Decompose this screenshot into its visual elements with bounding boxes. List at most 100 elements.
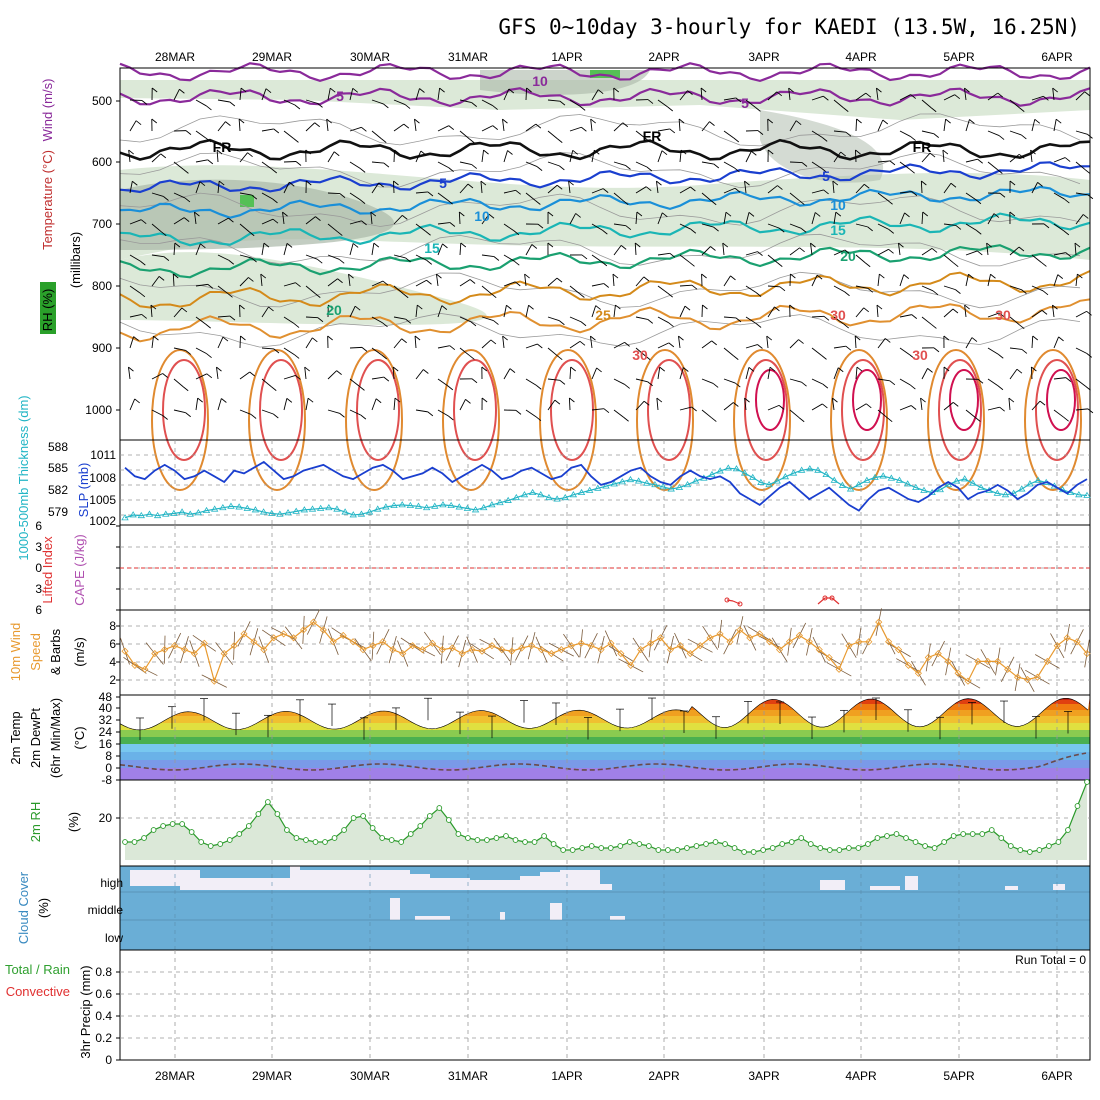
upper-wind-barb: [1063, 416, 1069, 422]
upper-wind-barb: [216, 367, 219, 380]
upper-wind-barb: [612, 274, 615, 287]
upper-wind-barb: [515, 189, 521, 195]
upper-wind-barb: [613, 245, 622, 256]
upper-wind-barb: [437, 345, 450, 349]
upper-wind-barb: [195, 283, 208, 287]
upper-wind-barb: [158, 275, 165, 281]
thickness-point: [545, 493, 553, 501]
upper-wind-barb: [265, 88, 272, 94]
upper-wind-barb: [855, 403, 867, 411]
upper-wind-barb: [459, 211, 465, 217]
upper-wind-barb: [352, 243, 359, 248]
upper-wind-barb: [733, 137, 740, 143]
upper-wind-barb: [789, 378, 802, 383]
upper-wind-barb: [635, 130, 646, 139]
temp-contour: [119, 298, 1091, 343]
upper-wind-barb: [426, 259, 433, 265]
upper-wind-barb: [151, 373, 163, 380]
upper-wind-barb: [295, 375, 301, 380]
rh2m-point: [274, 811, 281, 817]
upper-wind-barb: [993, 213, 1000, 218]
temp-ytick: 24: [99, 725, 113, 739]
wind-speed-point: [875, 618, 883, 626]
upper-wind-barb: [832, 398, 835, 411]
upper-wind-barb: [755, 107, 761, 112]
upper-wind-barb: [745, 151, 752, 163]
x-date-label-top: 5APR: [943, 50, 975, 64]
upper-wind-barb: [327, 335, 333, 341]
thickness-point: [480, 503, 488, 511]
upper-wind-barb: [767, 404, 780, 411]
rh2m-point: [998, 835, 1005, 841]
cape-ytick: 6: [35, 603, 42, 617]
thickness-point: [284, 509, 292, 516]
wind-speed-point: [448, 644, 456, 652]
thickness-point: [887, 474, 896, 481]
upper-wind-barb: [238, 118, 245, 124]
upper-wind-barb: [205, 137, 212, 143]
upper-wind-barb: [393, 215, 403, 225]
upper-wind-barb: [799, 200, 805, 205]
upper-wind-barb: [1031, 254, 1042, 263]
upper-wind-barb: [380, 138, 387, 143]
upper-wind-barb: [206, 373, 213, 379]
thickness-point: [259, 508, 268, 515]
upper-wind-barb: [349, 409, 362, 416]
thickness-point: [268, 509, 276, 516]
upper-wind-barb: [964, 304, 970, 310]
upper-wind-barb: [613, 409, 624, 418]
wind-speed-point: [1063, 634, 1071, 642]
upper-wind-barb: [525, 161, 538, 168]
rh2m-point: [979, 831, 986, 837]
upper-wind-barb: [128, 367, 131, 380]
wind-speed-point: [914, 669, 922, 677]
x-date-label-top: 3APR: [748, 50, 780, 64]
thickness-point: [447, 501, 455, 508]
cloud-clear-high: [1053, 884, 1065, 890]
upper-wind-barb: [569, 213, 577, 225]
upper-wind-barb: [823, 315, 830, 321]
wind-speed-point: [349, 638, 357, 646]
upper-wind-barb: [260, 273, 267, 279]
upper-wind-barb: [1074, 242, 1081, 248]
wind-speed-point: [716, 630, 724, 638]
temp-contour-loop: [453, 359, 497, 461]
upper-wind-barb: [1031, 310, 1043, 318]
upper-wind-barb: [480, 180, 487, 186]
upper-wind-barb: [1018, 107, 1025, 112]
rh-high-spot: [590, 70, 620, 78]
x-date-label-bottom: 28MAR: [155, 1069, 195, 1083]
upper-wind-barb: [480, 181, 483, 194]
upper-wind-barb: [327, 192, 341, 195]
upper-wind-barb: [876, 304, 883, 310]
temp-color-band: [120, 723, 1090, 730]
thickness-point: [626, 475, 635, 483]
temp-contour-label: 15: [830, 222, 846, 238]
upper-wind-barb: [833, 316, 844, 325]
upper-wind-barb: [701, 273, 707, 279]
thickness-point: [977, 483, 985, 490]
precip-ytick: 0.4: [95, 1009, 112, 1023]
upper-wind-barb: [240, 87, 247, 93]
upper-wind-barb: [261, 243, 265, 256]
upper-wind-barb: [832, 181, 835, 194]
upper-wind-barb: [877, 192, 888, 201]
upper-wind-barb: [268, 306, 274, 312]
upper-wind-barb: [129, 336, 135, 349]
upper-wind-barb: [832, 397, 838, 403]
cape-ytick: 3: [35, 582, 42, 596]
upper-wind-barb: [1021, 289, 1027, 295]
thickness-point: [455, 503, 463, 510]
upper-wind-barb: [867, 226, 873, 232]
upper-wind-barb: [216, 366, 222, 372]
upper-wind-barb: [465, 398, 471, 404]
upper-wind-barb: [855, 223, 868, 228]
upper-wind-barb: [776, 262, 783, 267]
minmax-label: (6hr Min/Max): [48, 698, 63, 778]
upper-wind-barb: [141, 314, 148, 319]
upper-wind-barb: [899, 161, 910, 170]
cape-ytick: 0: [35, 561, 42, 575]
rh-contour: [119, 271, 1081, 309]
upper-wind-barb: [745, 316, 757, 324]
upper-wind-barb: [481, 254, 494, 257]
